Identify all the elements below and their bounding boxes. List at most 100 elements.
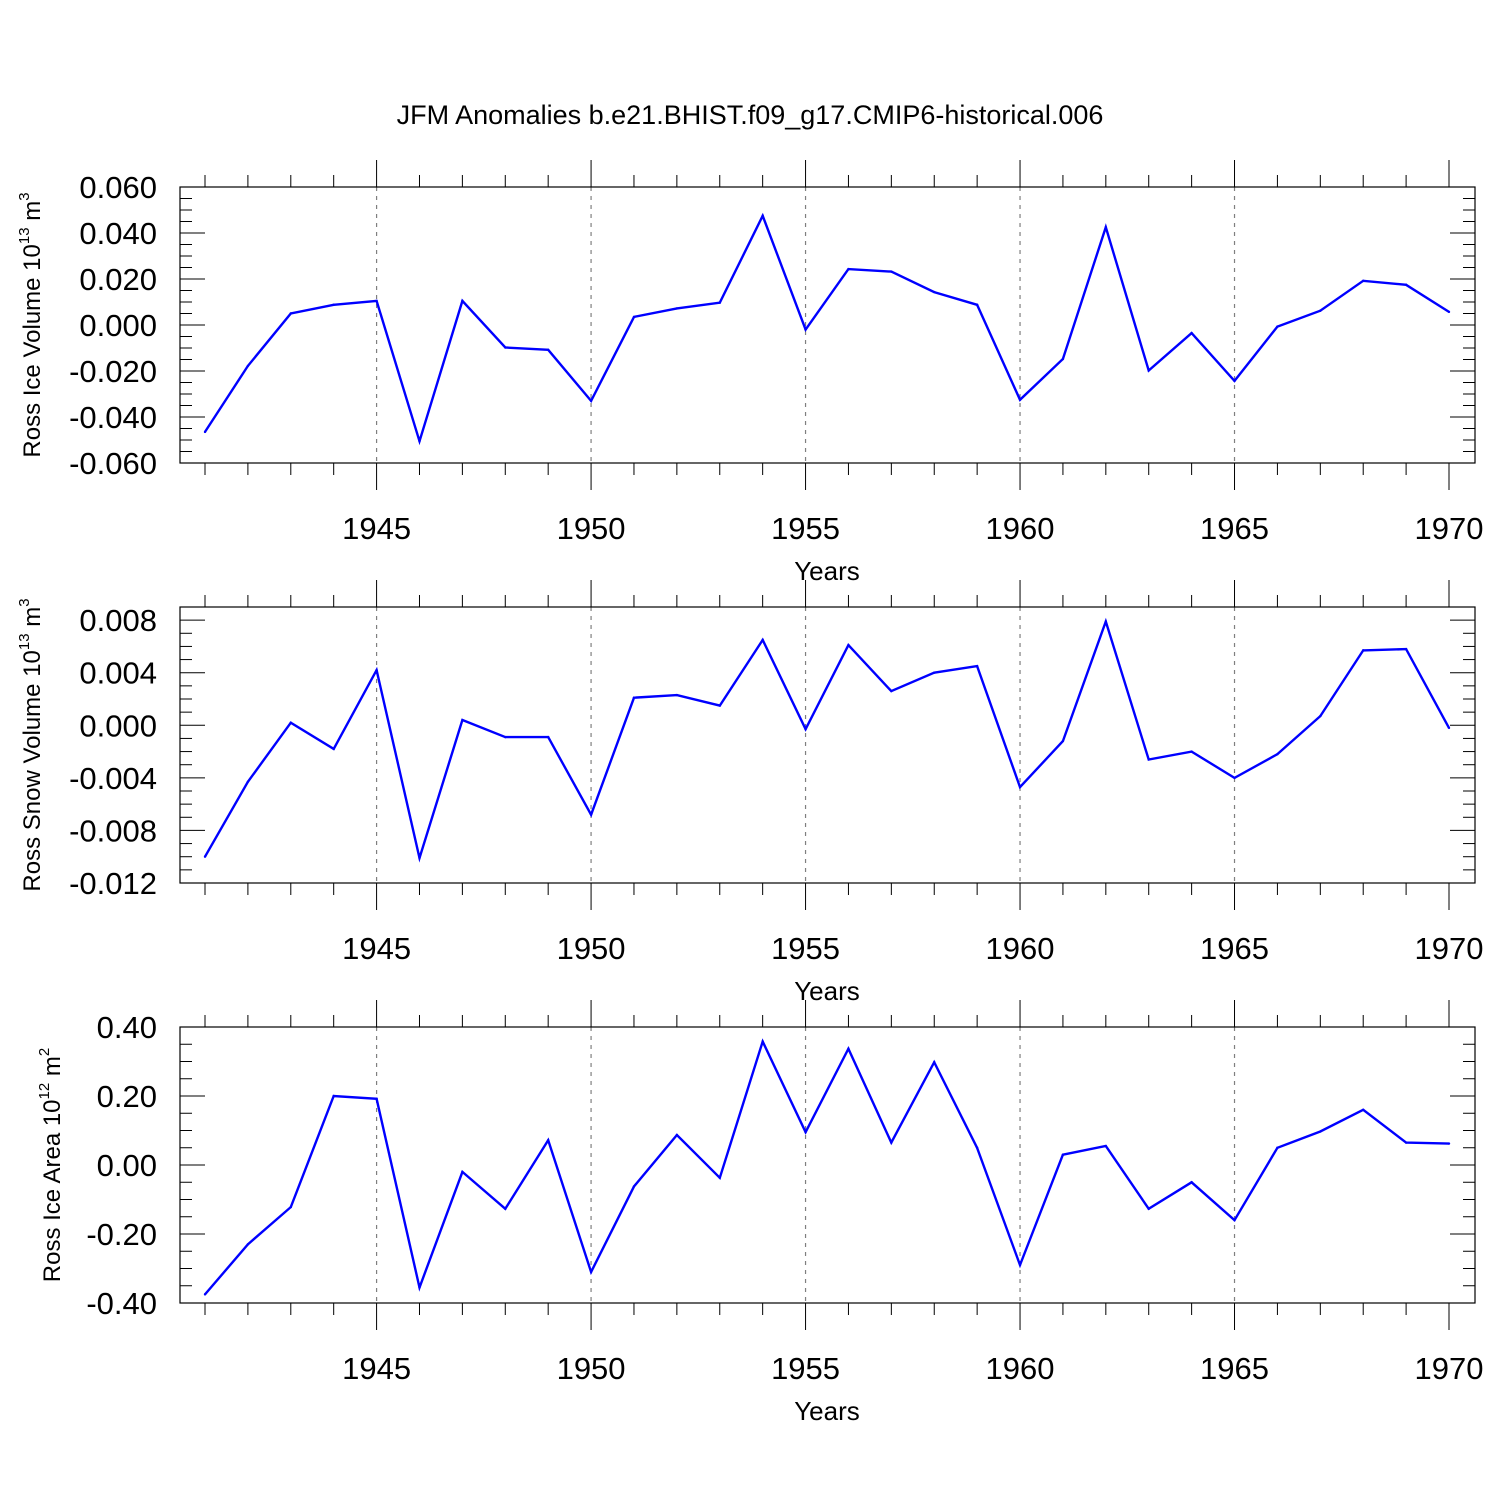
y-tick-label: 0.40 (97, 1010, 157, 1045)
data-point (1447, 1142, 1451, 1145)
data-point (632, 696, 636, 699)
plot-frame (179, 186, 1476, 464)
data-point (589, 1270, 593, 1274)
x-tick-label: 1955 (771, 511, 840, 546)
data-point (1233, 1219, 1236, 1222)
panel-1: -0.060 -0.040 -0.020 0.000 0.020 0.040 0.060 19… (16, 160, 1483, 586)
x-tick-label: 1970 (1415, 1351, 1484, 1386)
panel-3: -0.40 -0.20 0.00 0.20 0.40 1945 1950 1955 1960 19… (36, 1000, 1483, 1426)
y-tick-label: 0.000 (79, 708, 157, 743)
x-tick-label: 1945 (342, 931, 411, 966)
data-point (1147, 1207, 1150, 1211)
data-point (1018, 1263, 1022, 1267)
data-point (975, 303, 979, 306)
data-point (675, 307, 679, 310)
data-point (246, 780, 250, 783)
y-tick-label: 0.040 (79, 216, 157, 251)
data-point (1104, 620, 1108, 623)
data-point (975, 664, 979, 668)
data-point (1018, 785, 1022, 789)
y-axis-title: Ross Snow Volume 1013 m3 (16, 598, 46, 891)
data-point (1404, 283, 1408, 286)
data-point (246, 1243, 250, 1246)
data-point (804, 728, 807, 731)
data-point (1319, 309, 1322, 312)
data-point (1061, 357, 1065, 361)
data-point (1362, 649, 1365, 652)
data-point (933, 1060, 936, 1064)
x-tick-label: 1960 (986, 511, 1055, 546)
y-tick-label: 0.00 (97, 1148, 157, 1183)
data-point (375, 668, 378, 672)
data-point (1190, 331, 1193, 335)
data-point (933, 671, 936, 674)
data-point (504, 735, 507, 739)
x-tick-label: 1945 (342, 511, 411, 546)
data-point (461, 718, 464, 722)
data-point (632, 1185, 636, 1188)
y-tick-label: -0.004 (69, 761, 157, 796)
data-point (504, 346, 507, 349)
data-point (461, 1170, 464, 1174)
data-point (546, 1138, 550, 1142)
chart-title: JFM Anomalies b.e21.BHIST.f09_g17.CMIP6-… (397, 100, 1104, 130)
data-point (1018, 398, 1022, 401)
series-line (203, 617, 1451, 863)
series-line (203, 212, 1450, 446)
data-point (1362, 1108, 1365, 1112)
data-point (1276, 753, 1279, 756)
data-point (546, 735, 550, 739)
data-point (375, 1097, 378, 1100)
data-point (718, 301, 721, 304)
data-point (761, 1040, 764, 1043)
y-tick-label: -0.040 (69, 400, 157, 435)
data-point (589, 399, 593, 403)
x-axis-title: Years (794, 1396, 860, 1426)
data-point (718, 704, 721, 707)
data-point (1319, 1130, 1322, 1133)
data-point (804, 328, 807, 331)
y-axis-title: Ross Ice Area 1012 m2 (36, 1048, 66, 1282)
data-point (1404, 1141, 1408, 1144)
data-point (847, 267, 850, 271)
data-point (1061, 739, 1065, 743)
data-point (332, 303, 335, 306)
data-point (718, 1176, 721, 1179)
plot-frame (179, 606, 1476, 884)
data-point (847, 643, 850, 647)
x-tick-label: 1950 (557, 1351, 626, 1386)
y-tick-label: -0.20 (86, 1217, 157, 1252)
data-point (847, 1047, 850, 1050)
data-point (1104, 226, 1108, 229)
data-point (675, 693, 679, 697)
data-point (632, 315, 636, 319)
plot-frame (179, 1026, 1476, 1304)
data-point (203, 1293, 207, 1296)
y-tick-label: -0.020 (69, 354, 157, 389)
data-point (246, 364, 250, 368)
x-tick-label: 1970 (1415, 931, 1484, 966)
y-tick-label: 0.000 (79, 308, 157, 343)
data-point (332, 747, 335, 751)
x-tick-label: 1960 (986, 931, 1055, 966)
data-point (1447, 726, 1451, 730)
data-point (890, 1141, 893, 1144)
data-point (890, 270, 893, 273)
x-tick-label: 1960 (986, 1351, 1055, 1386)
data-point (890, 689, 893, 693)
x-tick-label: 1950 (557, 511, 626, 546)
x-axis-title: Years (794, 556, 860, 586)
data-point (332, 1094, 335, 1098)
data-point (546, 348, 550, 352)
data-point (804, 1131, 807, 1134)
data-point (1319, 714, 1322, 718)
data-point (461, 299, 464, 303)
data-point (761, 214, 764, 217)
data-point (1104, 1144, 1108, 1148)
data-point (589, 813, 593, 816)
y-tick-label: -0.008 (69, 813, 157, 848)
x-tick-label: 1955 (771, 1351, 840, 1386)
y-tick-label: -0.40 (86, 1286, 157, 1321)
data-point (289, 1205, 292, 1209)
data-point (761, 638, 764, 642)
